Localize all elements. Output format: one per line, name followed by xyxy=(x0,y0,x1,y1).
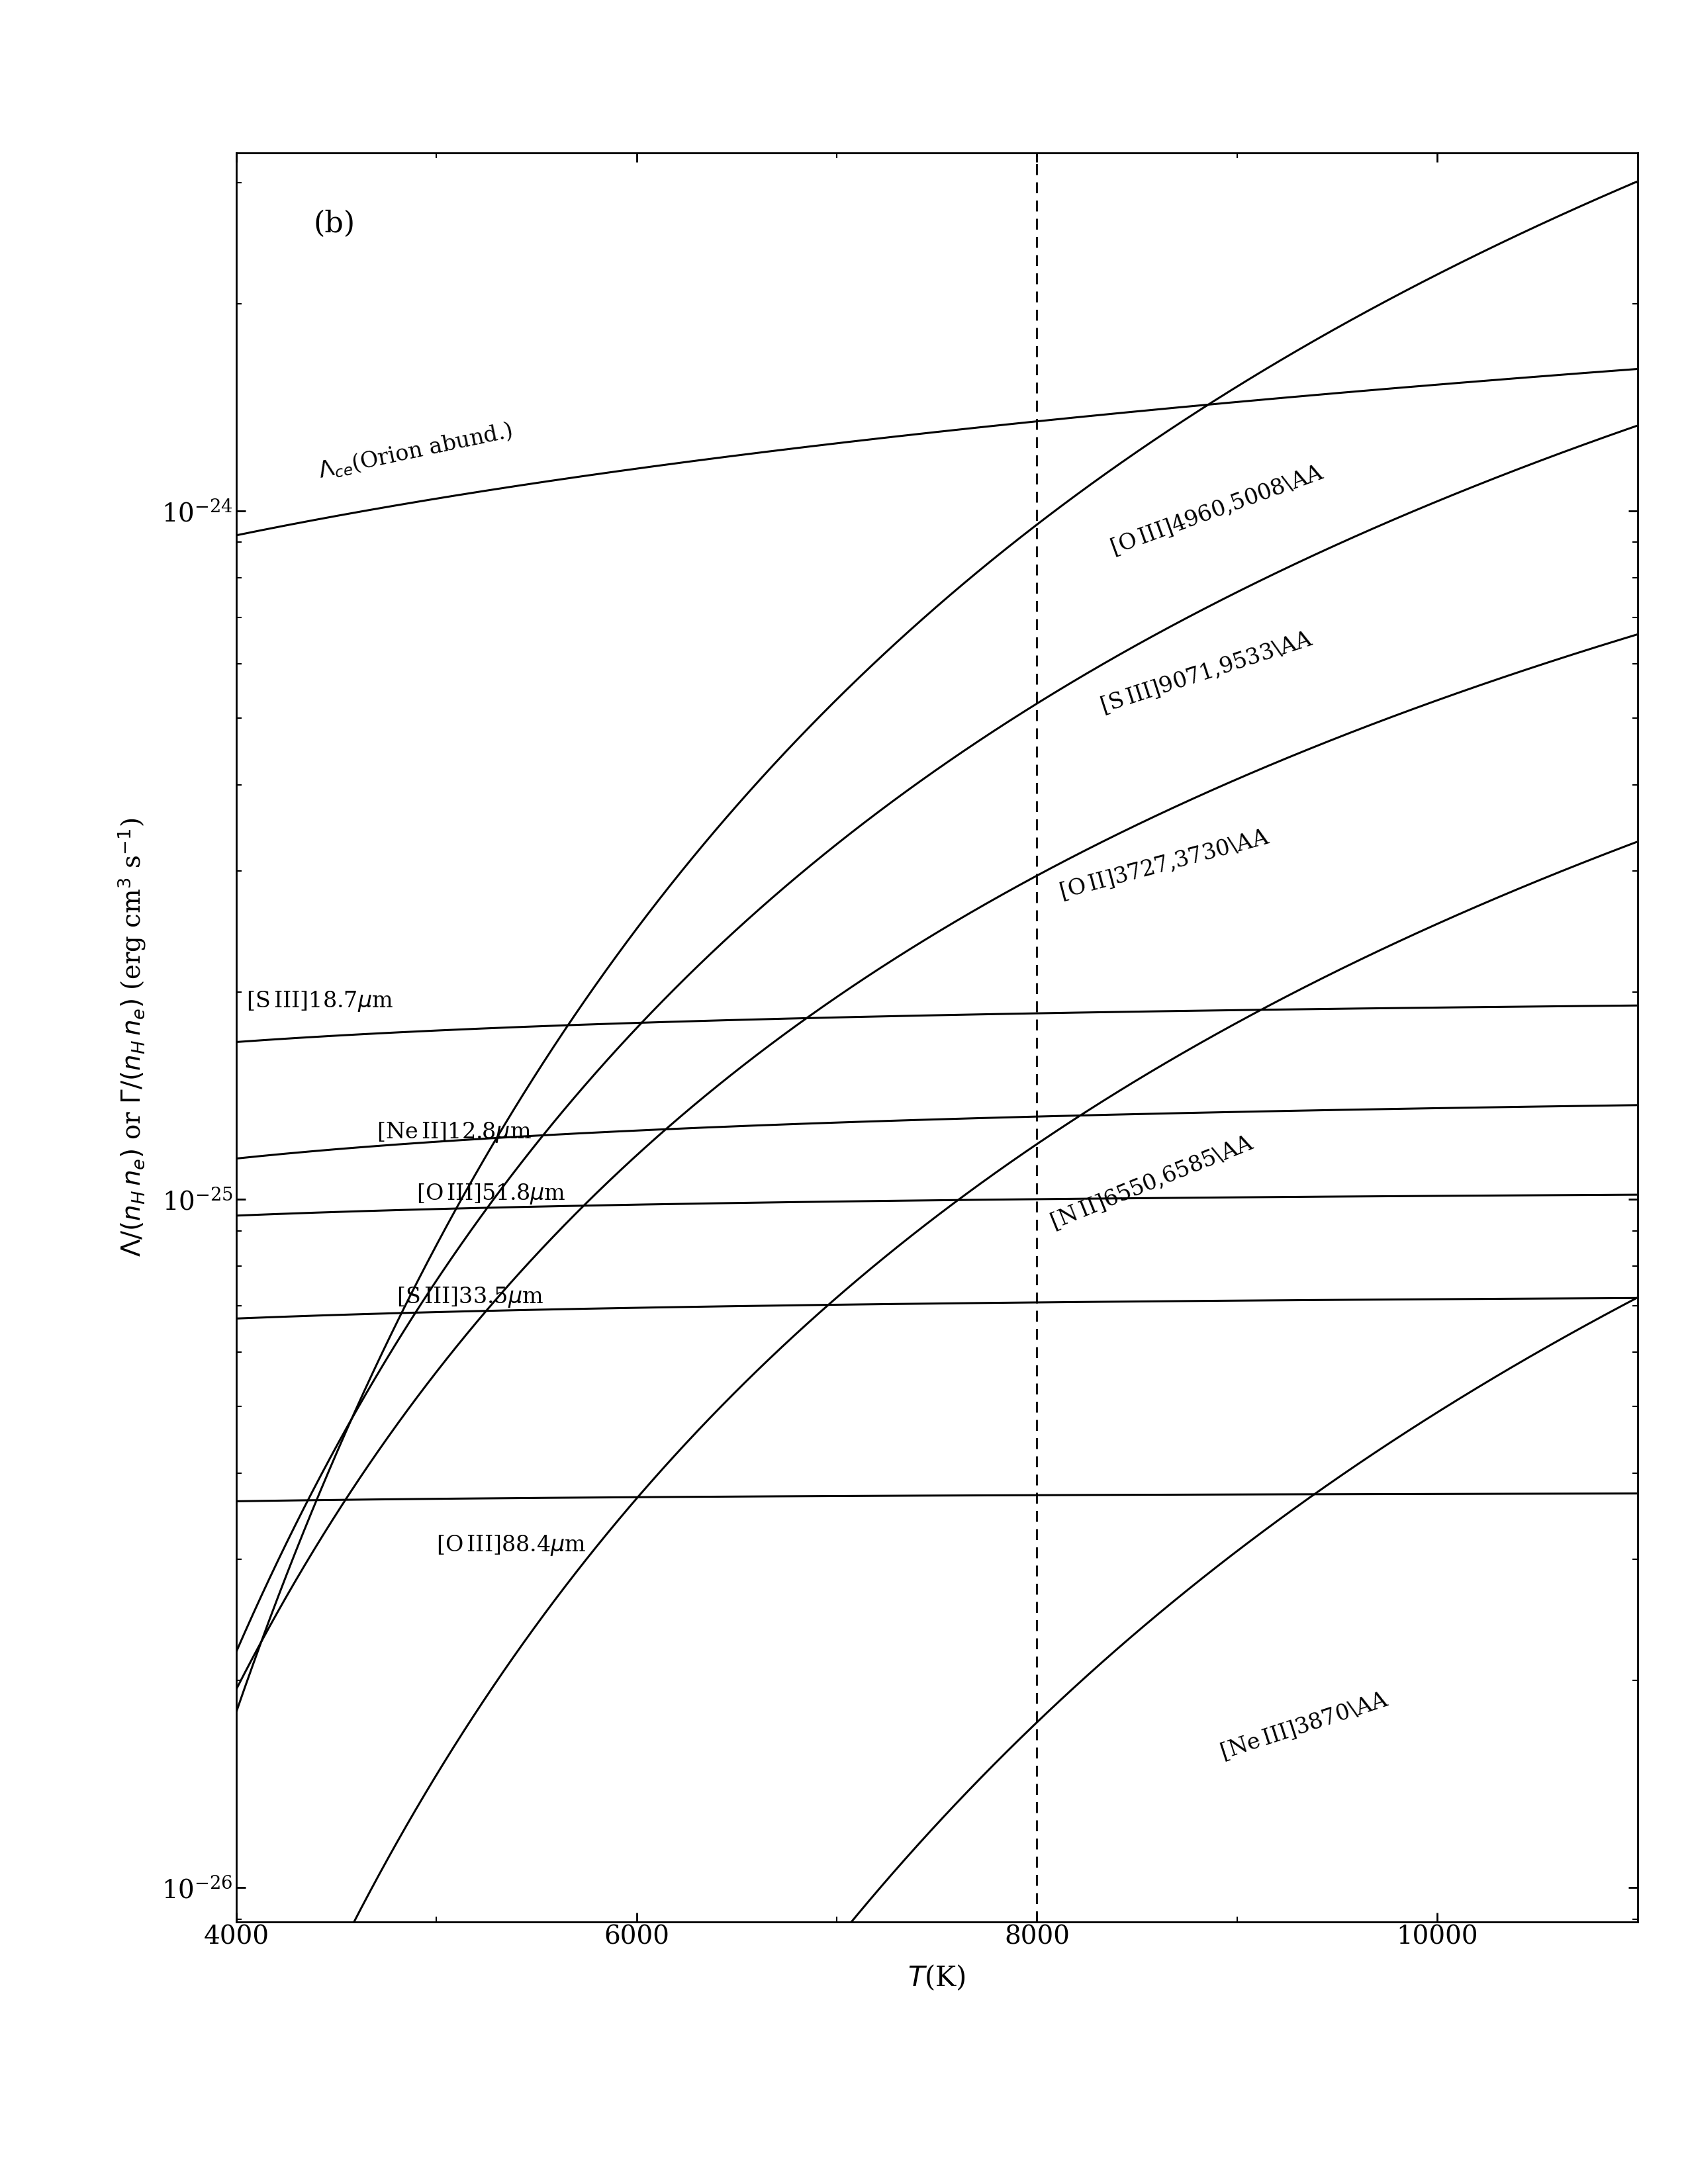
Text: $\Lambda_{ce}$(Orion abund.): $\Lambda_{ce}$(Orion abund.) xyxy=(316,419,515,483)
Text: [O$\,$III]88.4$\mu$m: [O$\,$III]88.4$\mu$m xyxy=(437,1533,586,1557)
Text: [Ne$\,$III]3870\AA: [Ne$\,$III]3870\AA xyxy=(1217,1688,1391,1765)
Text: [S$\,$III]33.5$\mu$m: [S$\,$III]33.5$\mu$m xyxy=(397,1286,544,1308)
Text: [Ne$\,$II]12.8$\mu$m: [Ne$\,$II]12.8$\mu$m xyxy=(376,1120,532,1144)
Text: [O$\,$III]51.8$\mu$m: [O$\,$III]51.8$\mu$m xyxy=(417,1182,565,1206)
Text: [S$\,$III]9071,9533\AA: [S$\,$III]9071,9533\AA xyxy=(1097,627,1315,716)
Text: [S$\,$III]18.7$\mu$m: [S$\,$III]18.7$\mu$m xyxy=(246,989,393,1013)
Text: (b): (b) xyxy=(314,210,354,238)
Text: [O$\,$II]3727,3730\AA: [O$\,$II]3727,3730\AA xyxy=(1057,826,1273,904)
Text: [O$\,$III]4960,5008\AA: [O$\,$III]4960,5008\AA xyxy=(1107,461,1327,559)
X-axis label: $T$(K): $T$(K) xyxy=(908,1963,966,1992)
Y-axis label: $\Lambda/(n_H\, n_e)$ or $\Gamma/(n_H\, n_e)$ (erg cm$^3$ s$^{-1}$): $\Lambda/(n_H\, n_e)$ or $\Gamma/(n_H\, … xyxy=(116,819,149,1256)
Text: [N$\,$II]6550,6585\AA: [N$\,$II]6550,6585\AA xyxy=(1047,1131,1258,1234)
